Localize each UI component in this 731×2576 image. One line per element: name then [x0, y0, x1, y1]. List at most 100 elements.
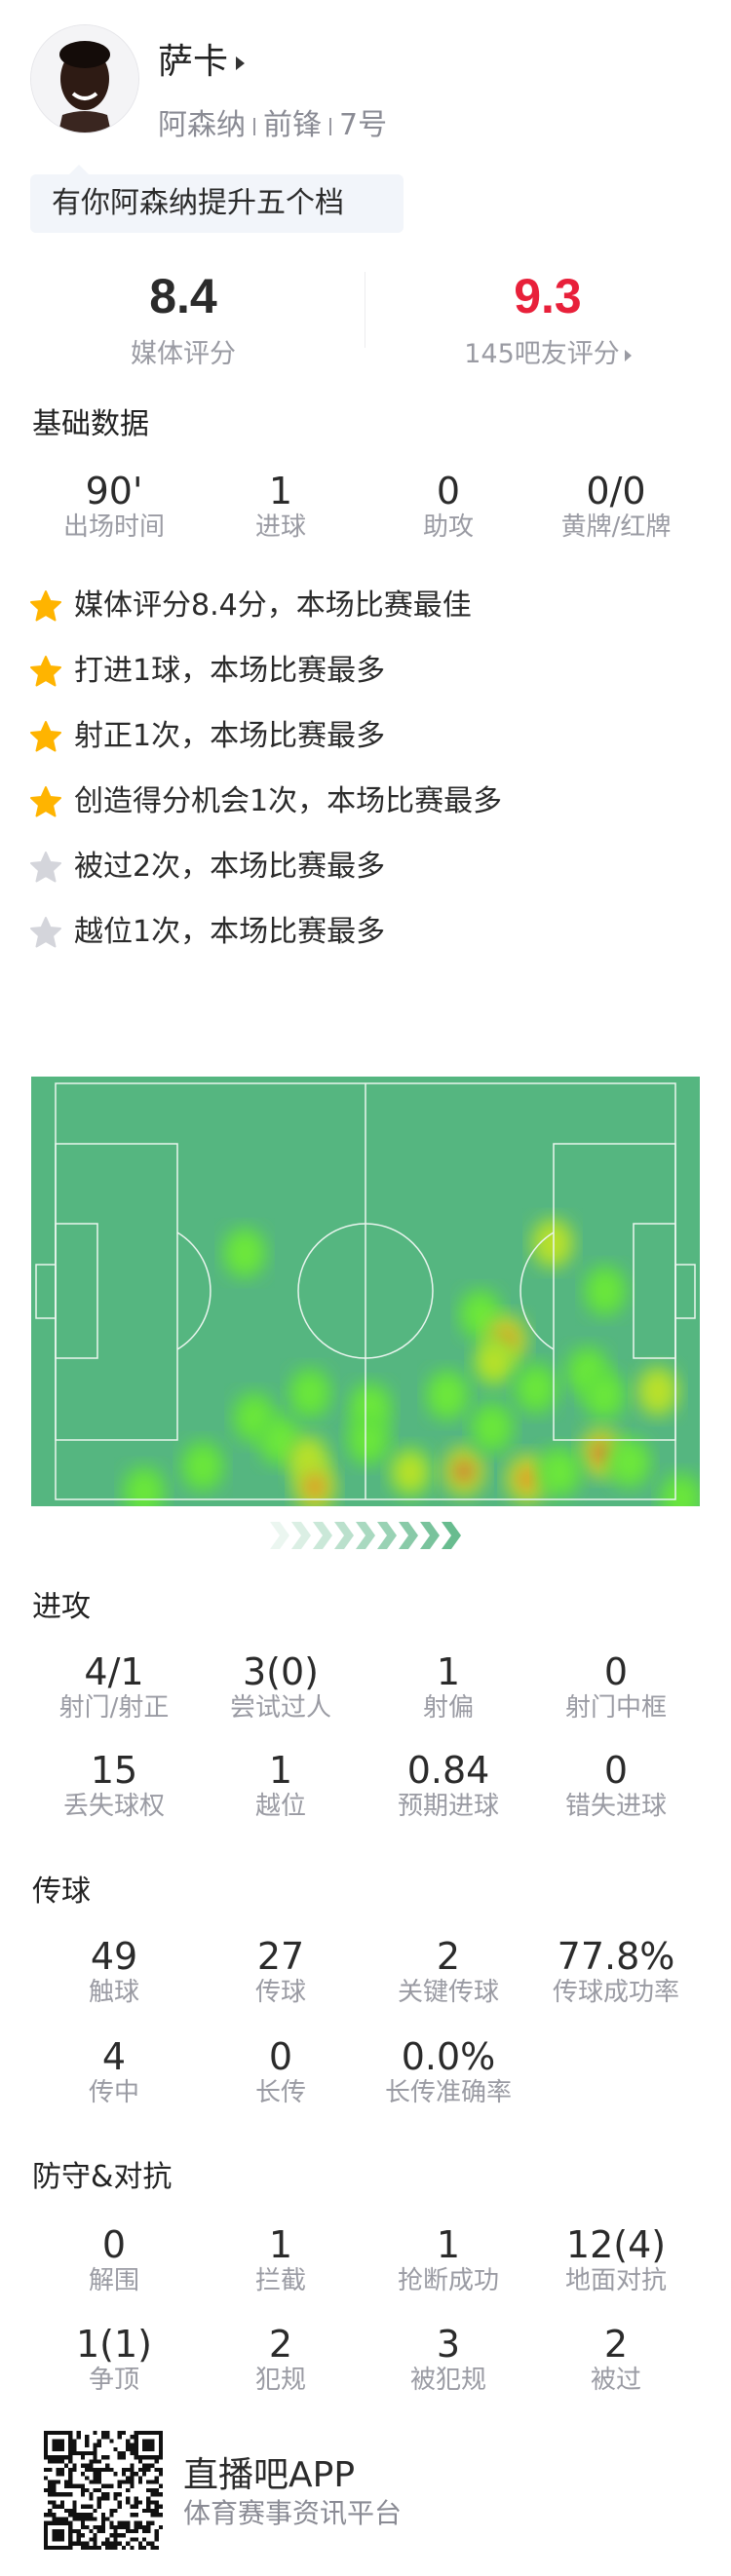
stat-value: 3 [436, 2323, 461, 2366]
chevron-icon [377, 1522, 397, 1549]
chevron-icon [356, 1522, 375, 1549]
tagline-text: 有你阿森纳提升五个档 [52, 186, 344, 220]
app-name: 直播吧APP [183, 2455, 356, 2495]
highlight-item: 越位1次，本场比赛最多 [29, 913, 385, 952]
stat-label: 被过 [590, 2366, 641, 2395]
stat-label: 预期进球 [397, 1792, 499, 1821]
stat-label: 关键传球 [397, 1978, 499, 2007]
chevron-icon [313, 1522, 332, 1549]
chevron-icon [291, 1522, 311, 1549]
stat-label: 射偏 [422, 1693, 474, 1723]
highlight-text: 越位1次，本场比赛最多 [74, 915, 386, 949]
app-description: 体育赛事资讯平台 [183, 2497, 403, 2529]
separator [329, 117, 331, 135]
stat-value: 0 [268, 2035, 293, 2078]
stat-value: 0 [101, 2223, 127, 2266]
highlight-item: 打进1球，本场比赛最多 [29, 652, 385, 691]
section-title-attack: 进攻 [32, 1590, 91, 1624]
stat-value: 27 [256, 1935, 305, 1978]
chevron-icon [420, 1522, 440, 1549]
stat-label: 进球 [254, 512, 306, 542]
stat-value: 77.8% [557, 1935, 675, 1978]
player-name[interactable]: 萨卡 [158, 41, 246, 84]
separator [253, 117, 255, 135]
stat-label: 黄牌/红牌 [560, 512, 672, 542]
stat-label: 出场时间 [62, 512, 165, 542]
star-icon [30, 590, 61, 622]
caret-right-icon [236, 57, 246, 70]
heat-spot [288, 1368, 332, 1419]
player-avatar[interactable] [30, 24, 139, 133]
heat-spot [122, 1466, 167, 1506]
stat-value: 0/0 [586, 470, 646, 512]
stat-value: 1 [436, 1650, 461, 1693]
stat-value: 1 [436, 2223, 461, 2266]
stat-value: 2 [436, 1935, 461, 1978]
stat-value: 1(1) [75, 2323, 152, 2366]
stat-label: 抢断成功 [397, 2266, 499, 2295]
stat-value: 0 [436, 470, 461, 512]
heat-spot [222, 1228, 267, 1278]
section-title-basic: 基础数据 [32, 407, 149, 441]
stat-label: 犯规 [254, 2366, 306, 2395]
stat-value: 15 [90, 1749, 138, 1792]
heat-spot [583, 1266, 628, 1316]
chevron-icon [270, 1522, 289, 1549]
stat-value: 1 [268, 1749, 293, 1792]
heat-spot [582, 1370, 627, 1421]
stat-label: 被犯规 [409, 2366, 486, 2395]
player-photo-icon [31, 25, 138, 133]
stat-label: 传中 [88, 2078, 139, 2107]
star-icon [30, 917, 61, 948]
pitch-lines [35, 1082, 696, 1500]
caret-right-icon [624, 349, 632, 361]
stat-value: 4 [101, 2035, 127, 2078]
stat-label: 长传准确率 [384, 2078, 512, 2107]
highlight-text: 创造得分机会1次，本场比赛最多 [74, 784, 503, 818]
star-icon [30, 786, 61, 817]
tagline-bubble: 有你阿森纳提升五个档 [30, 165, 404, 233]
media-rating-value: 8.4 [149, 269, 217, 323]
stat-label: 地面对抗 [564, 2266, 667, 2295]
heat-spot [346, 1415, 391, 1465]
stat-value: 2 [603, 2323, 629, 2366]
chevron-icon [442, 1522, 461, 1549]
highlight-item: 创造得分机会1次，本场比赛最多 [29, 782, 502, 821]
chevron-icon [399, 1522, 418, 1549]
stat-value: 1 [268, 470, 293, 512]
heat-spot [537, 1447, 582, 1497]
highlight-item: 射正1次，本场比赛最多 [29, 717, 385, 756]
media-rating-label: 媒体评分 [131, 339, 236, 369]
stat-value: 3(0) [242, 1650, 319, 1693]
stat-value: 0 [603, 1650, 629, 1693]
section-title-defense: 防守&对抗 [32, 2160, 173, 2194]
attack-direction-arrows-icon [270, 1522, 461, 1549]
stat-value: 0 [603, 1749, 629, 1792]
section-title-passing: 传球 [32, 1875, 91, 1909]
heat-spot [505, 1454, 550, 1504]
fan-rating-link[interactable]: 145吧友评分 [402, 339, 694, 370]
stat-value: 2 [268, 2323, 293, 2366]
stat-label: 错失进球 [564, 1792, 667, 1821]
star-icon [30, 852, 61, 883]
player-position: 前锋 [263, 108, 322, 142]
stat-label: 拦截 [254, 2266, 306, 2295]
stat-label: 尝试过人 [229, 1693, 331, 1723]
ratings-divider [365, 272, 366, 348]
stat-label: 射门/射正 [58, 1693, 170, 1723]
stat-label: 长传 [254, 2078, 306, 2107]
highlight-text: 被过2次，本场比赛最多 [74, 850, 386, 884]
player-info: 阿森纳 前锋 7号 [158, 108, 387, 143]
stat-label: 传球成功率 [552, 1978, 679, 2007]
stat-label: 触球 [88, 1978, 139, 2007]
stat-value: 12(4) [565, 2223, 667, 2266]
stat-value: 1 [268, 2223, 293, 2266]
qr-code [44, 2431, 163, 2550]
heat-spot [388, 1447, 433, 1497]
stat-value: 4/1 [84, 1650, 144, 1693]
heat-spot [530, 1218, 575, 1269]
stat-value: 0.84 [406, 1749, 490, 1792]
heat-spot [442, 1446, 486, 1496]
star-icon [30, 656, 61, 687]
heat-spot [472, 1337, 517, 1387]
